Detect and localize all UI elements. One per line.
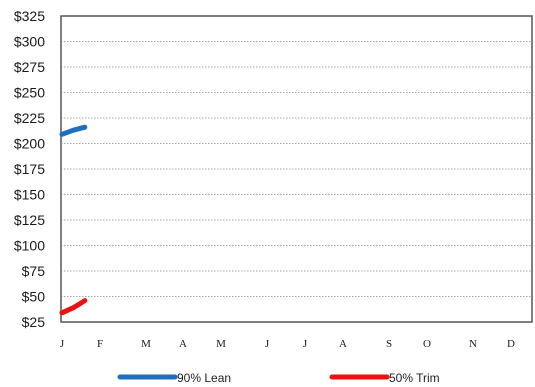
y-tick-label: $175 <box>14 161 45 177</box>
x-tick-label: A <box>179 338 187 350</box>
y-tick-label: $150 <box>14 187 45 203</box>
x-tick-label: O <box>423 338 431 350</box>
x-tick-label: J <box>265 338 270 350</box>
y-tick-label: $325 <box>14 8 45 24</box>
x-tick-label: N <box>469 338 477 350</box>
x-tick-label: S <box>386 338 392 350</box>
x-tick-label: A <box>339 338 347 350</box>
legend-label: 90% Lean <box>177 371 231 385</box>
x-tick-label: M <box>216 338 226 350</box>
y-tick-label: $125 <box>14 212 45 228</box>
series-line <box>59 298 88 316</box>
x-tick-label: F <box>97 338 103 350</box>
y-axis: $25 $50 $75 $100 $125 $150 $175 $200 $225 $250 $27… <box>14 8 45 330</box>
y-tick-label: $100 <box>14 238 45 254</box>
y-tick-label: $300 <box>14 34 45 50</box>
y-tick-label: $25 <box>22 314 46 330</box>
series-group <box>59 124 88 316</box>
legend: 90% Lean 50% Trim <box>117 371 440 385</box>
series-line <box>59 124 88 137</box>
y-tick-label: $50 <box>22 289 46 305</box>
x-tick-label: M <box>141 338 151 350</box>
y-tick-label: $225 <box>14 110 45 126</box>
legend-label: 50% Trim <box>389 371 440 385</box>
y-tick-label: $200 <box>14 136 45 152</box>
x-tick-label: J <box>303 338 308 350</box>
y-tick-label: $275 <box>14 59 45 75</box>
y-tick-label: $250 <box>14 85 45 101</box>
x-tick-label: D <box>507 338 515 350</box>
x-tick-label: J <box>60 338 65 350</box>
y-tick-label: $75 <box>22 263 46 279</box>
grid <box>61 41 532 297</box>
